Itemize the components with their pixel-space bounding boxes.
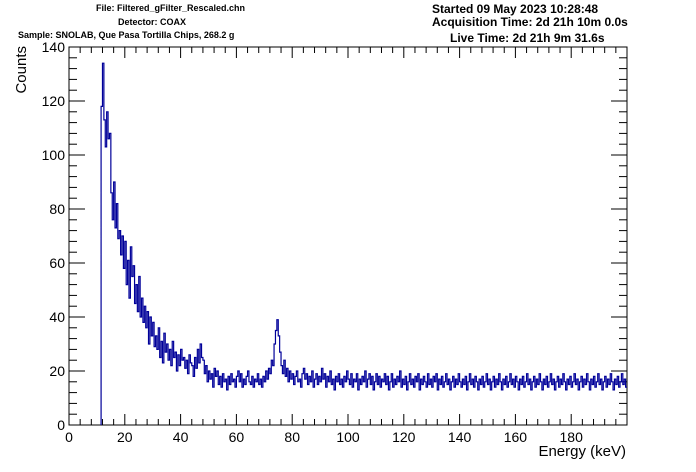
header-detector: Detector: COAX xyxy=(118,17,187,27)
header-file: File: Filtered_gFilter_Rescaled.chn xyxy=(96,3,246,13)
y-tick-label: 60 xyxy=(49,255,65,271)
y-tick-label: 80 xyxy=(49,201,65,217)
y-axis-title: Counts xyxy=(13,46,30,94)
x-tick-label: 120 xyxy=(392,429,416,445)
x-tick-label: 0 xyxy=(65,429,73,445)
tick-labels: 0 20 40 60 80 100 120 140 160 180 0 20 40 60 80 100 120 1… xyxy=(42,39,583,445)
y-tick-label: 40 xyxy=(49,309,65,325)
x-axis-title: Energy (keV) xyxy=(538,443,626,460)
header-sample: Sample: SNOLAB, Que Pasa Tortilla Chips,… xyxy=(18,30,235,40)
y-tick-label: 120 xyxy=(42,93,66,109)
x-tick-label: 180 xyxy=(560,429,584,445)
y-tick-label: 140 xyxy=(42,39,66,55)
axis-ticks xyxy=(68,46,627,426)
x-tick-label: 100 xyxy=(336,429,360,445)
x-tick-label: 140 xyxy=(448,429,472,445)
header-acquisition-time: Acquisition Time: 2d 21h 10m 0.0s xyxy=(432,15,628,29)
header-started: Started 09 May 2023 10:28:48 xyxy=(432,2,599,16)
y-tick-label: 100 xyxy=(42,147,66,163)
x-tick-label: 20 xyxy=(117,429,133,445)
data-layer xyxy=(100,62,627,425)
y-tick-label: 20 xyxy=(49,363,65,379)
x-tick-label: 80 xyxy=(284,429,300,445)
header-live-time: Live Time: 2d 21h 9m 31.6s xyxy=(450,31,605,45)
spectrum-histogram-line xyxy=(100,62,627,425)
x-tick-label: 40 xyxy=(173,429,189,445)
plot-area-border xyxy=(68,46,628,426)
y-tick-label: 0 xyxy=(57,417,65,433)
x-tick-label: 160 xyxy=(504,429,528,445)
plot-frame xyxy=(68,46,628,426)
x-tick-label: 60 xyxy=(229,429,245,445)
